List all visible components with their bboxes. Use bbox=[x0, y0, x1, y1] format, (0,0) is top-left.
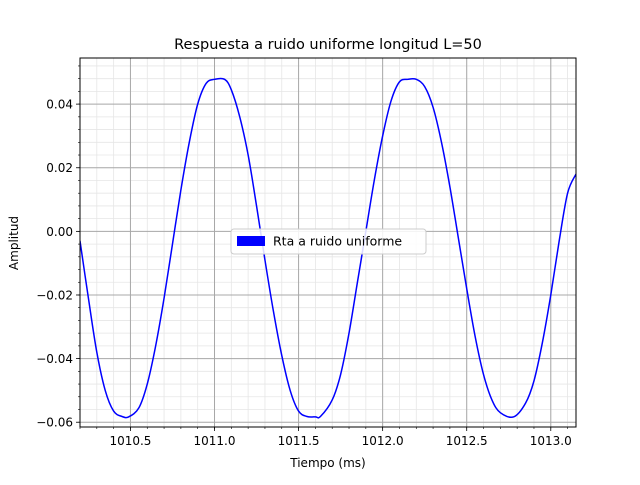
series-layer bbox=[80, 77, 576, 419]
legend-swatch bbox=[237, 236, 265, 246]
x-tick-label: 1012.0 bbox=[362, 434, 404, 448]
series-line bbox=[80, 77, 576, 419]
y-tick-label: 0.02 bbox=[46, 161, 73, 175]
x-tick-label: 1011.0 bbox=[194, 434, 236, 448]
x-tick-label: 1011.5 bbox=[278, 434, 320, 448]
y-tick-label: −0.02 bbox=[36, 288, 73, 302]
y-tick-label: −0.06 bbox=[36, 416, 73, 430]
major-grid bbox=[80, 58, 576, 427]
x-axis-ticks: 1010.5 1011.0 1011.5 1012.0 1012.5 1013.0 bbox=[79, 427, 572, 448]
legend-box bbox=[230, 228, 427, 255]
y-tick-label: −0.04 bbox=[36, 352, 73, 366]
y-tick-label: 0.00 bbox=[46, 225, 73, 239]
x-axis-label: Tiempo (ms) bbox=[289, 456, 365, 470]
axes-frame bbox=[79, 57, 577, 428]
legend: Rta a ruido uniforme bbox=[230, 228, 427, 255]
y-tick-label: 0.04 bbox=[46, 98, 73, 112]
x-tick-label: 1012.5 bbox=[446, 434, 488, 448]
y-axis-ticks: −0.06 −0.04 −0.02 0.00 0.02 0.04 bbox=[36, 65, 80, 430]
x-tick-label: 1013.0 bbox=[530, 434, 572, 448]
y-axis-label: Amplitud bbox=[7, 216, 21, 270]
x-tick-label: 1010.5 bbox=[109, 434, 151, 448]
legend-label: Rta a ruido uniforme bbox=[273, 234, 402, 249]
chart-title: Respuesta a ruido uniforme longitud L=50 bbox=[174, 37, 482, 53]
